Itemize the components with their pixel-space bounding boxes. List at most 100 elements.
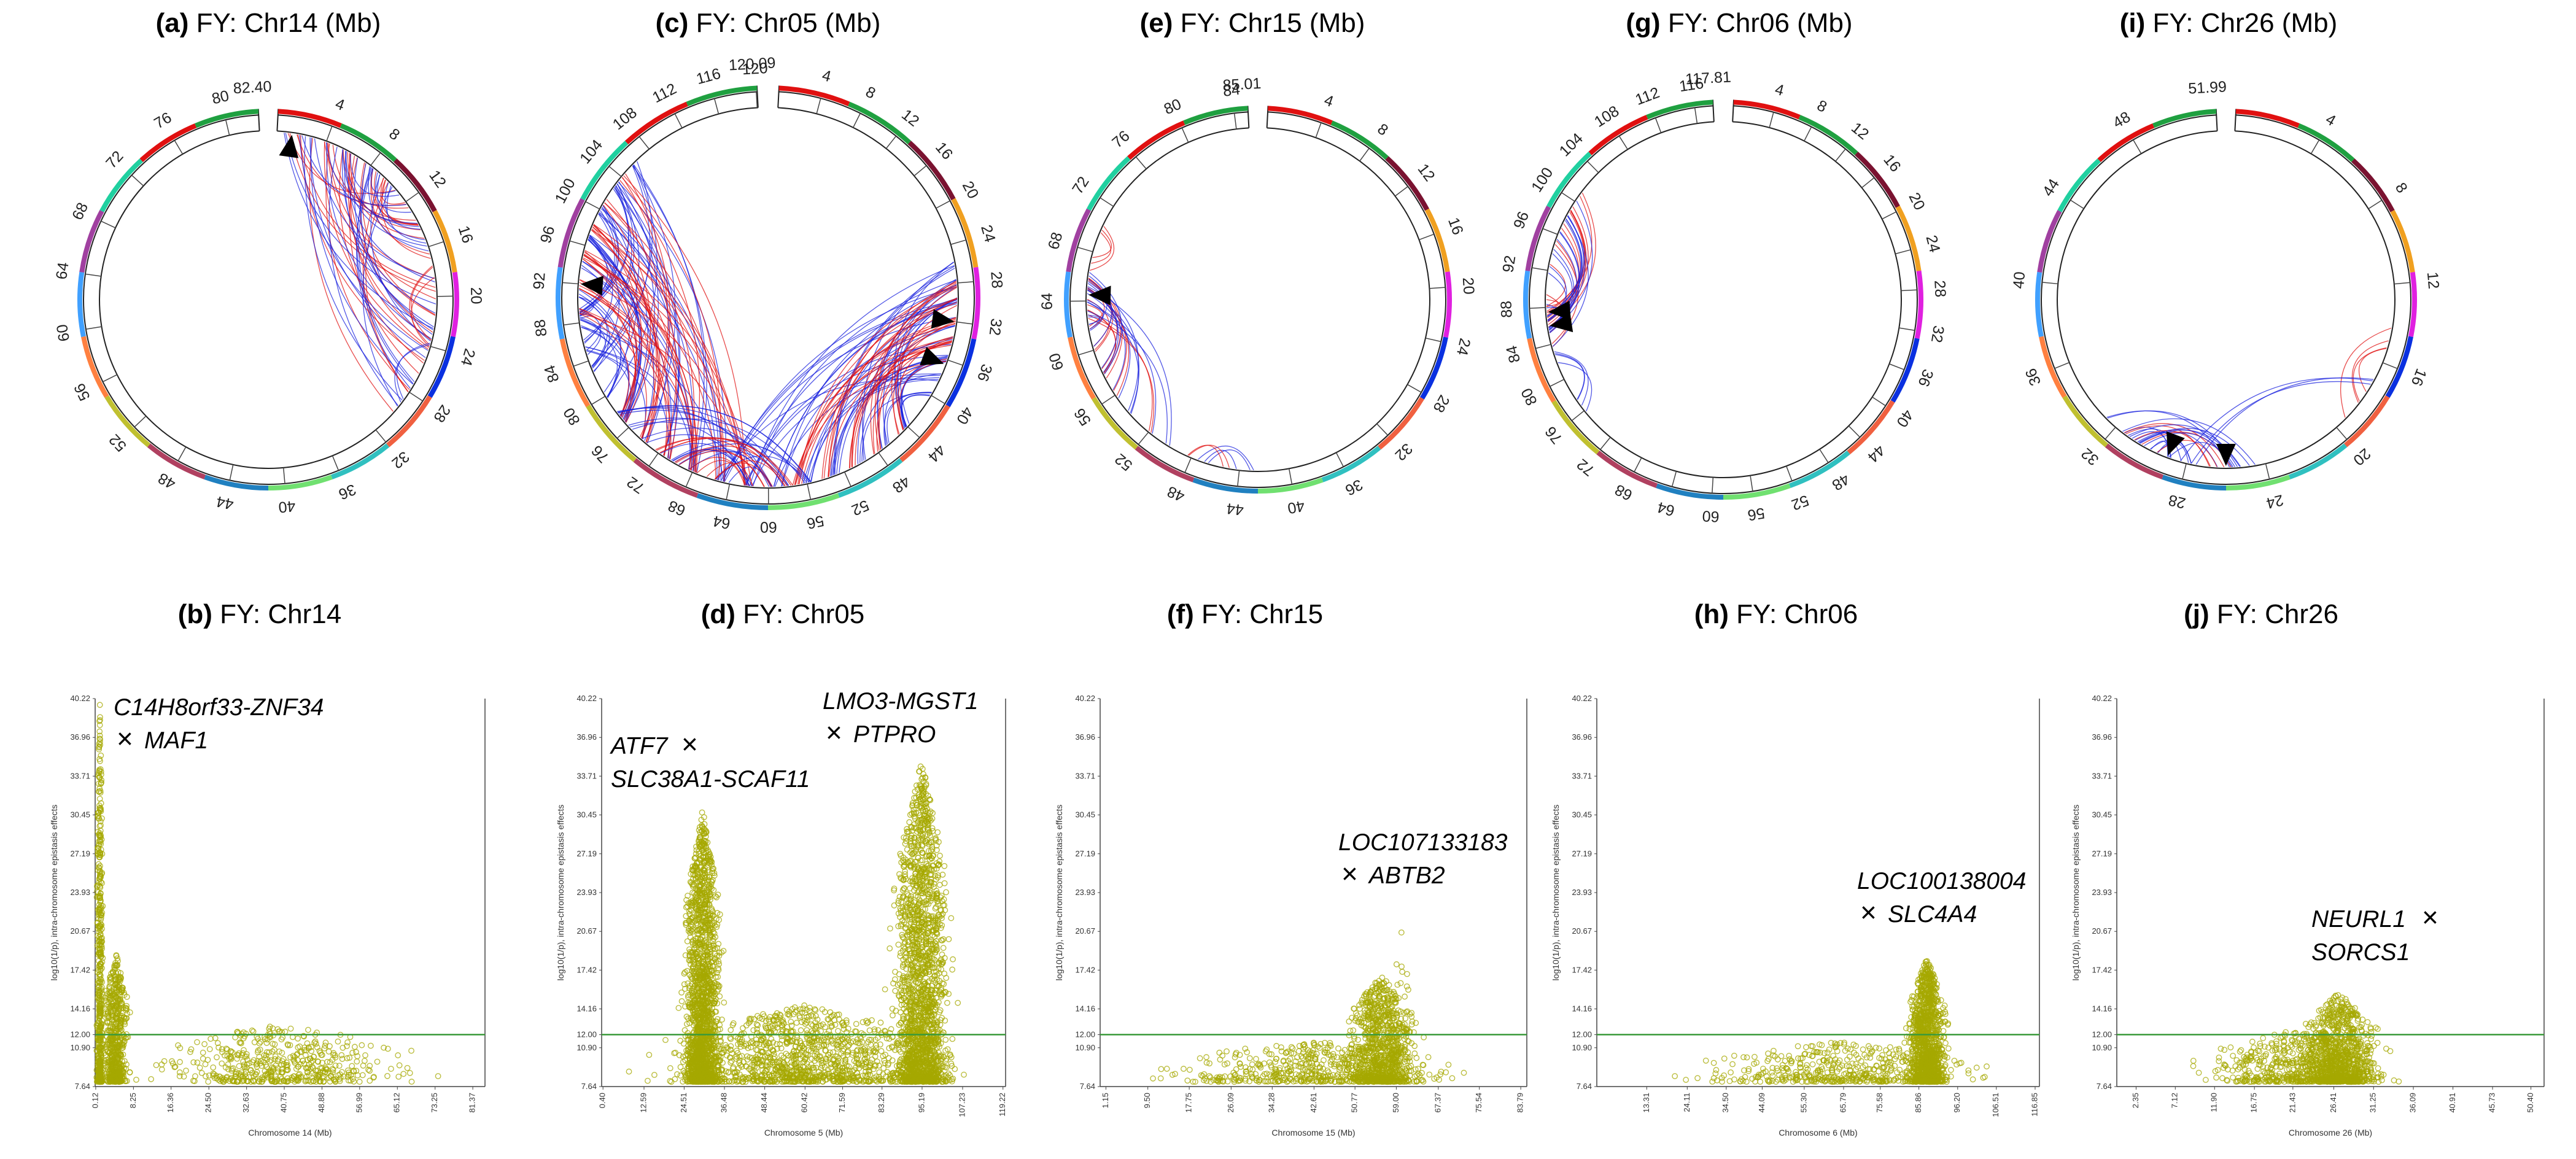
circos-marker-triangle bbox=[1550, 312, 1573, 333]
circos-link bbox=[833, 266, 955, 475]
circos-tick bbox=[1359, 147, 1370, 161]
scatter-xtick-label: 8.25 bbox=[128, 1093, 138, 1108]
circos-outer-ring bbox=[83, 114, 454, 485]
circos-color-segment bbox=[2162, 475, 2227, 490]
circos-tick bbox=[2336, 427, 2348, 440]
circos-tick bbox=[1425, 337, 1441, 343]
circos-tick-label: 60 bbox=[1702, 507, 1720, 525]
circos-color-segment bbox=[556, 266, 565, 339]
scatter-point bbox=[96, 702, 103, 708]
circos-tick-label: 20 bbox=[467, 287, 485, 304]
circos-link bbox=[581, 325, 618, 398]
interaction-cross: × bbox=[117, 723, 133, 754]
circos-tick bbox=[931, 395, 945, 405]
circos-link bbox=[1089, 272, 1122, 374]
circos-link bbox=[642, 427, 789, 486]
scatter-point bbox=[99, 815, 105, 822]
circos-color-segment bbox=[633, 458, 699, 498]
circos-color-segment bbox=[837, 458, 903, 498]
circos-link bbox=[346, 151, 435, 282]
circos-link bbox=[297, 134, 436, 288]
circos-link bbox=[632, 165, 707, 473]
circos-link bbox=[299, 134, 429, 351]
circos-tick bbox=[326, 126, 333, 142]
circos-color-segment bbox=[195, 109, 259, 128]
circos-tick bbox=[914, 165, 927, 176]
scatter-point bbox=[98, 984, 105, 991]
circos-end-label: 51.99 bbox=[2188, 78, 2227, 97]
circos-color-segment bbox=[686, 85, 758, 107]
circos-tick-label: 64 bbox=[1039, 293, 1056, 310]
circos-link bbox=[689, 457, 747, 486]
circos-color-segment bbox=[696, 493, 769, 510]
circos-link bbox=[584, 252, 697, 473]
circos-end-cap bbox=[276, 109, 279, 131]
circos-tick bbox=[1872, 397, 1886, 406]
circos-color-segment bbox=[624, 101, 688, 145]
scatter-point bbox=[97, 758, 103, 764]
circos-tick bbox=[1101, 395, 1115, 405]
circos-color-segment bbox=[104, 395, 150, 448]
circos-color-segment bbox=[2062, 395, 2108, 448]
circos-end-cap bbox=[1266, 106, 1269, 128]
circos-link bbox=[696, 460, 745, 486]
scatter-xtick-label: 65.12 bbox=[392, 1093, 402, 1113]
circos-tick-label: 120 bbox=[742, 60, 768, 78]
gene-annotation-first: C14H8orf33-ZNF34 bbox=[114, 694, 324, 721]
circos-tick bbox=[1571, 410, 1585, 421]
circos-color-segment bbox=[557, 198, 585, 268]
circos-tick bbox=[1532, 267, 1548, 271]
circos-end-cap bbox=[1247, 106, 1250, 128]
circos-link bbox=[781, 284, 957, 487]
circos-link bbox=[743, 344, 952, 486]
circos-color-segment bbox=[907, 141, 956, 201]
circos-color-segment bbox=[1733, 99, 1801, 120]
circos-end-cap bbox=[2215, 109, 2218, 131]
circos-link bbox=[628, 417, 784, 487]
circos-tick bbox=[174, 140, 184, 155]
circos-link bbox=[659, 438, 792, 486]
circos-link bbox=[660, 443, 750, 486]
scatter-title-b: (b) FY: Chr14 bbox=[178, 599, 342, 629]
circos-tick bbox=[1750, 475, 1753, 492]
scatter-ytick-label: 40.22 bbox=[70, 694, 90, 703]
circos-color-segment bbox=[2152, 109, 2217, 128]
circos-color-segment bbox=[81, 336, 109, 398]
circos-tick bbox=[1600, 436, 1611, 450]
circos-link bbox=[715, 460, 786, 487]
circos-tick bbox=[853, 113, 861, 128]
circos-link bbox=[828, 340, 953, 477]
circos-color-segment bbox=[778, 85, 850, 107]
circos-tick bbox=[370, 152, 381, 166]
circos-tick bbox=[1899, 327, 1915, 331]
circos-link bbox=[1546, 196, 1593, 312]
circos-tick bbox=[726, 484, 731, 500]
scatter-xtick-label: 32.63 bbox=[241, 1093, 250, 1113]
circos-color-segment bbox=[2385, 336, 2413, 398]
circos-tick bbox=[1237, 470, 1240, 487]
circos-tick bbox=[2054, 362, 2070, 369]
circos-tick bbox=[2105, 427, 2116, 440]
circos-tick bbox=[2382, 362, 2398, 370]
circos-tick bbox=[2310, 139, 2320, 154]
circos-tick bbox=[569, 240, 586, 246]
circos-link bbox=[808, 379, 939, 483]
circos-tick-label: 56 bbox=[805, 512, 826, 532]
circos-inner-ring bbox=[2057, 130, 2396, 469]
circos-tick bbox=[103, 374, 118, 382]
scatter-point bbox=[95, 861, 102, 867]
circos-tick bbox=[131, 174, 144, 187]
circos-tick bbox=[1819, 449, 1829, 463]
circos-tick bbox=[1586, 161, 1599, 173]
circos-color-segment bbox=[1914, 270, 1923, 339]
scatter-title-d: (d) FY: Chr05 bbox=[701, 599, 865, 629]
circos-marker-triangle bbox=[2216, 443, 2236, 466]
circos-color-segment bbox=[1546, 152, 1592, 208]
circos-link bbox=[1087, 286, 1172, 446]
circos-title-c: (c) FY: Chr05 (Mb) bbox=[656, 8, 881, 38]
scatter-point bbox=[98, 752, 104, 759]
circos-tick bbox=[1078, 349, 1094, 355]
circos-link bbox=[623, 175, 745, 486]
scatter-point bbox=[96, 746, 103, 753]
circos-tick bbox=[756, 91, 758, 108]
